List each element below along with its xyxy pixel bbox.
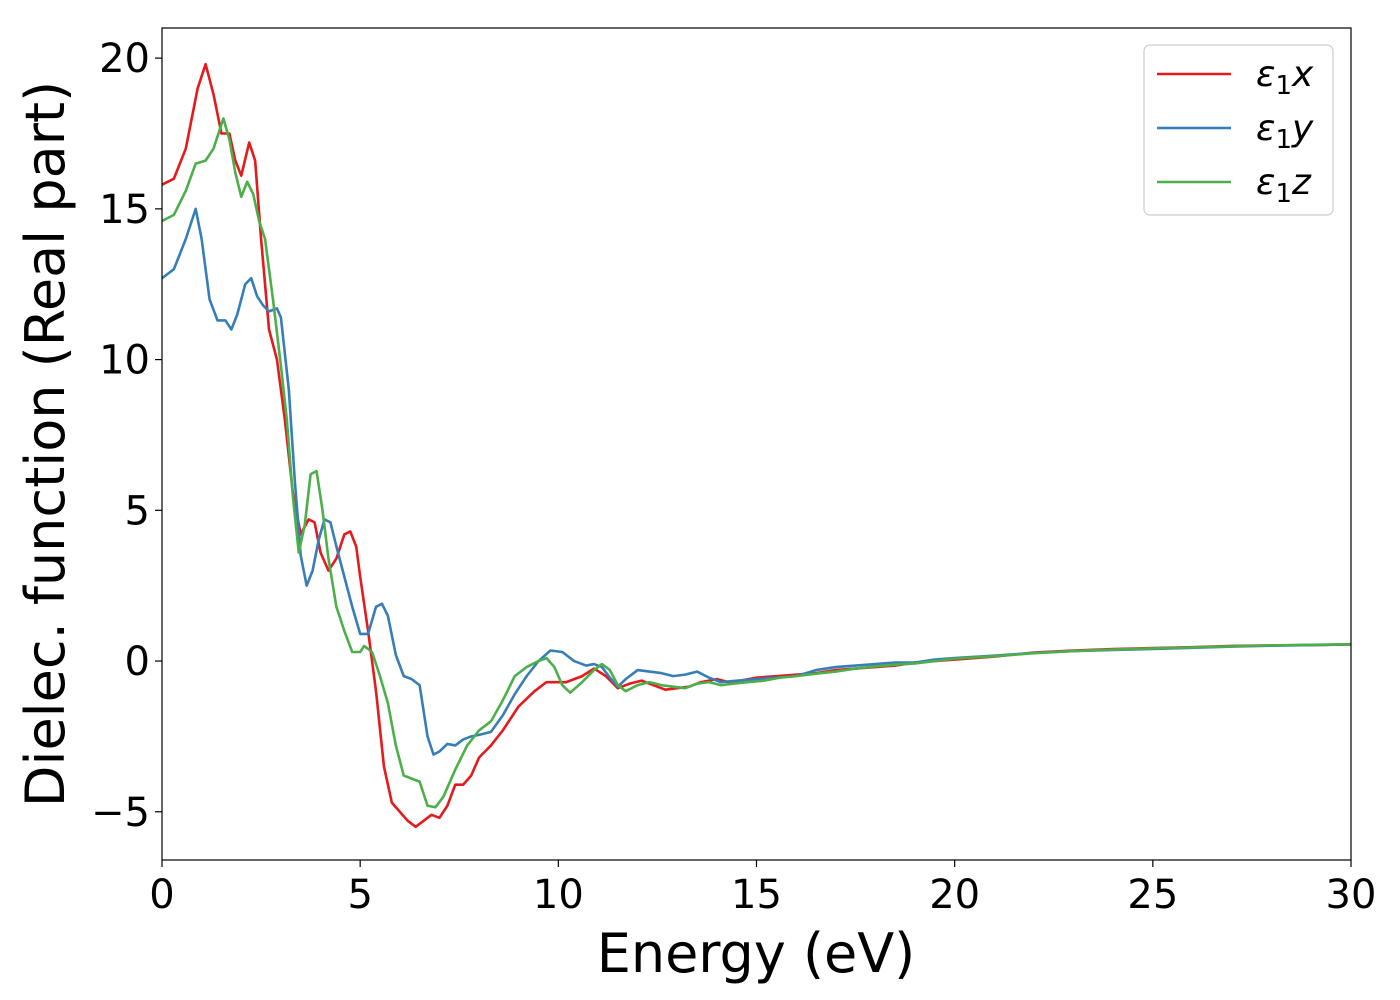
x-tick-label: 25 [1127,872,1178,918]
x-tick-label: 20 [929,872,980,918]
y-axis-ticks: −5 0 5 10 15 20 [91,36,162,836]
y-tick-label: 20 [99,36,150,82]
y-tick-label: 15 [99,187,150,233]
x-axis-ticks: 0 5 10 15 20 25 30 [149,860,1376,918]
x-axis-title: Energy (eV) [597,922,916,985]
y-tick-label: 10 [99,338,150,384]
legend-box [1143,44,1334,216]
legend: ε1x ε1y ε1z [1143,44,1334,216]
y-tick-label: 5 [125,488,150,534]
x-tick-label: 5 [347,872,372,918]
x-tick-label: 15 [731,872,782,918]
x-tick-label: 10 [533,872,584,918]
y-axis-title: Dielec. function (Real part) [14,81,77,807]
y-tick-label: −5 [91,790,150,836]
series-line-z [162,117,1351,809]
legend-label-z: ε1z [1256,162,1312,209]
legend-label-x: ε1x [1256,54,1314,101]
legend-label-y: ε1y [1256,108,1314,155]
x-tick-label: 0 [149,872,174,918]
x-tick-label: 30 [1326,872,1377,918]
y-tick-label: 0 [125,639,150,685]
series-layer [162,62,1351,829]
